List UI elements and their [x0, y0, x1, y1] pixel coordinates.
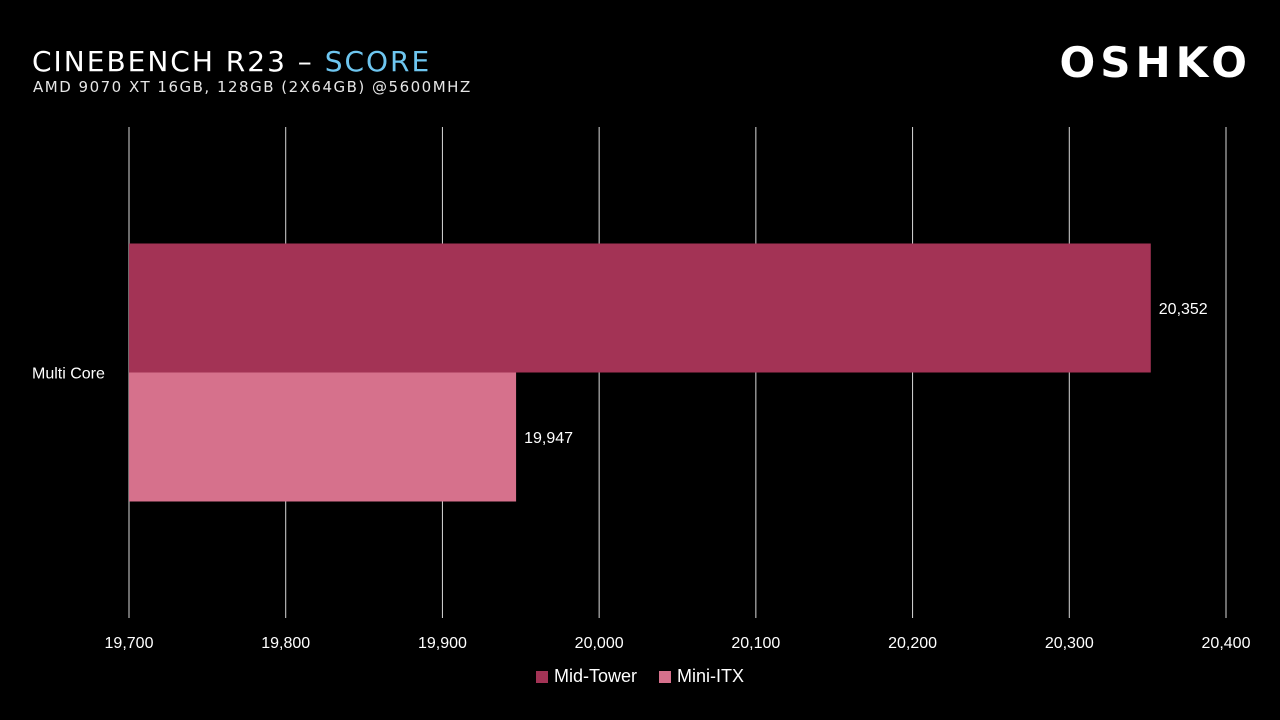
x-tick-label: 19,800	[261, 635, 310, 652]
chart-subtitle: AMD 9070 XT 16GB, 128GB (2X64GB) @5600MH…	[33, 78, 472, 96]
category-label: Multi Core	[32, 366, 105, 383]
bar-mini-itx	[129, 372, 517, 502]
x-tick-label: 20,300	[1045, 635, 1094, 652]
x-tick-label: 19,700	[105, 635, 154, 652]
x-tick-label: 20,100	[731, 635, 780, 652]
title-accent: SCORE	[324, 45, 432, 78]
x-tick-label: 19,900	[418, 635, 467, 652]
x-tick-label: 20,400	[1202, 635, 1251, 652]
x-tick-label: 20,000	[575, 635, 624, 652]
legend-swatch	[535, 670, 548, 683]
brand-logo: OSHKO	[1059, 38, 1252, 87]
bar-mid-tower	[129, 243, 1151, 373]
legend-label: Mid-Tower	[553, 666, 637, 686]
chart-title: CINEBENCH R23 – SCORE	[32, 44, 431, 80]
chart-legend: Mid-Tower Mini-ITX	[0, 666, 1280, 687]
legend-swatch	[659, 670, 671, 683]
title-main: CINEBENCH R23 –	[32, 45, 325, 78]
legend-label: Mini-ITX	[677, 666, 744, 686]
x-tick-label: 20,200	[888, 635, 937, 652]
data-label: 20,352	[1159, 301, 1208, 318]
legend-item: Mini-ITX	[659, 666, 744, 687]
legend-item: Mid-Tower	[535, 666, 637, 687]
data-label: 19,947	[524, 430, 573, 447]
